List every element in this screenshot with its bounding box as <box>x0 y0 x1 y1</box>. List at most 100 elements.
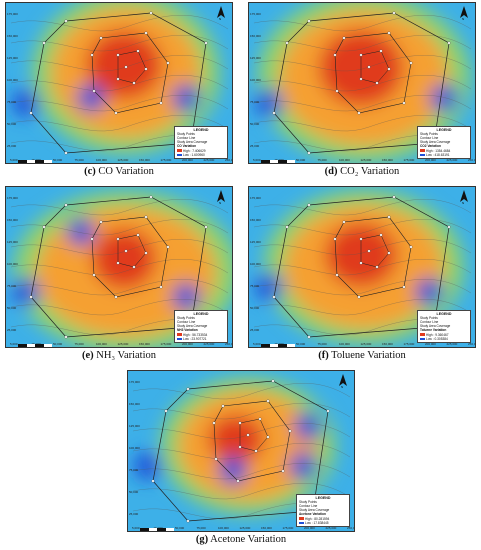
study-point <box>367 65 371 69</box>
x-tick-label: 250,000 <box>225 342 232 346</box>
legend-item: Contour Line <box>177 319 196 324</box>
study-area-outer <box>273 196 450 338</box>
contour-line <box>10 75 229 92</box>
panel-toluene: 5,000 25,000 50,000 75,000 100,000 125,000 150… <box>246 186 478 366</box>
study-point <box>266 399 270 403</box>
study-point <box>144 67 148 71</box>
x-tick-label: 5,000 <box>253 342 261 346</box>
y-tick-label: 75,000 <box>250 284 260 288</box>
study-point <box>159 285 163 289</box>
legend-item: Study Area Coverage <box>299 508 330 513</box>
x-tick-label: 175,000 <box>161 342 172 346</box>
legend-item: Contour Line <box>299 503 318 508</box>
high-value: High : 56.733534 <box>183 332 208 337</box>
x-tick-label: 150,000 <box>261 526 272 530</box>
study-point <box>116 261 120 265</box>
x-tick-label: 200,000 <box>304 526 315 530</box>
study-point <box>114 111 118 115</box>
study-point <box>359 237 363 241</box>
y-tick-label: 150,000 <box>250 34 261 38</box>
x-tick-label: 75,000 <box>318 342 328 346</box>
study-point <box>288 429 292 433</box>
y-tick-label: 75,000 <box>7 100 17 104</box>
study-point <box>151 479 155 483</box>
study-point <box>333 237 337 241</box>
low-zone <box>294 412 322 440</box>
study-point <box>212 421 216 425</box>
contour-line <box>253 259 472 276</box>
map-toluene-variation: 5,000 25,000 50,000 75,000 100,000 125,000 150… <box>248 186 476 348</box>
study-point <box>92 273 96 277</box>
study-point <box>246 433 250 437</box>
study-point <box>409 61 413 65</box>
x-tick-label: 75,000 <box>197 526 207 530</box>
study-point <box>307 335 311 339</box>
study-point <box>90 53 94 57</box>
study-point <box>238 445 242 449</box>
contour-line <box>253 199 472 216</box>
study-point <box>342 36 346 40</box>
study-point <box>379 49 383 53</box>
y-tick-label: 125,000 <box>250 56 261 60</box>
low-zone <box>12 278 40 306</box>
study-area-core <box>360 50 390 84</box>
scale-bar <box>18 150 52 163</box>
study-point <box>124 65 128 69</box>
study-point <box>307 203 311 207</box>
study-point <box>387 215 391 219</box>
heatmap-surface: 5,000 25,000 50,000 75,000 100,000 125,000 150… <box>249 187 475 347</box>
study-point <box>409 245 413 249</box>
study-point <box>333 53 337 57</box>
map-acetone-variation: 5,000 25,000 50,000 75,000 100,000 125,000 150… <box>127 370 355 532</box>
study-point <box>254 449 258 453</box>
contour-line <box>253 75 472 92</box>
study-point <box>204 225 208 229</box>
study-area-outer <box>273 12 450 154</box>
study-point <box>99 220 103 224</box>
study-point <box>392 11 396 15</box>
scale-bar <box>140 518 174 531</box>
legend-item: Study Points <box>177 131 195 136</box>
x-tick-label: 125,000 <box>361 158 372 162</box>
study-area-inner <box>91 216 169 298</box>
x-tick-label: 175,000 <box>404 158 415 162</box>
x-tick-label: 250,000 <box>468 158 475 162</box>
contour-line <box>253 35 472 52</box>
x-tick-label: 200,000 <box>425 342 436 346</box>
caption-toluene: (f) Toluene Variation <box>318 350 406 361</box>
heat-zone <box>92 229 156 289</box>
study-point <box>271 379 275 383</box>
study-point <box>64 335 68 339</box>
contour-line <box>132 383 351 400</box>
study-point <box>116 53 120 57</box>
legend-item: Study Points <box>420 131 438 136</box>
study-point <box>307 19 311 23</box>
study-point <box>116 237 120 241</box>
y-tick-label: 25,000 <box>129 512 139 516</box>
study-point <box>359 261 363 265</box>
study-point <box>166 61 170 65</box>
y-tick-label: 100,000 <box>7 262 18 266</box>
study-point <box>144 251 148 255</box>
study-area-outer <box>30 196 207 338</box>
y-tick-label: 125,000 <box>7 56 18 60</box>
x-tick-label: 225,000 <box>204 342 215 346</box>
contour-line <box>10 15 229 32</box>
study-area-outer <box>30 12 207 154</box>
y-tick-label: 50,000 <box>250 306 260 310</box>
study-area-inner <box>213 400 291 482</box>
x-tick-label: 150,000 <box>139 158 150 162</box>
low-value: Low : 23.907721 <box>183 336 207 341</box>
study-area-inner <box>334 32 412 114</box>
study-point <box>99 36 103 40</box>
study-area-outer <box>152 380 329 522</box>
low-swatch <box>420 153 425 157</box>
y-tick-label: 150,000 <box>7 34 18 38</box>
study-point <box>285 225 289 229</box>
legend-title: LEGEND <box>193 127 209 132</box>
y-tick-label: 125,000 <box>250 240 261 244</box>
contour-line <box>253 219 472 236</box>
y-tick-label: 100,000 <box>250 262 261 266</box>
study-point <box>136 233 140 237</box>
study-point <box>149 11 153 15</box>
